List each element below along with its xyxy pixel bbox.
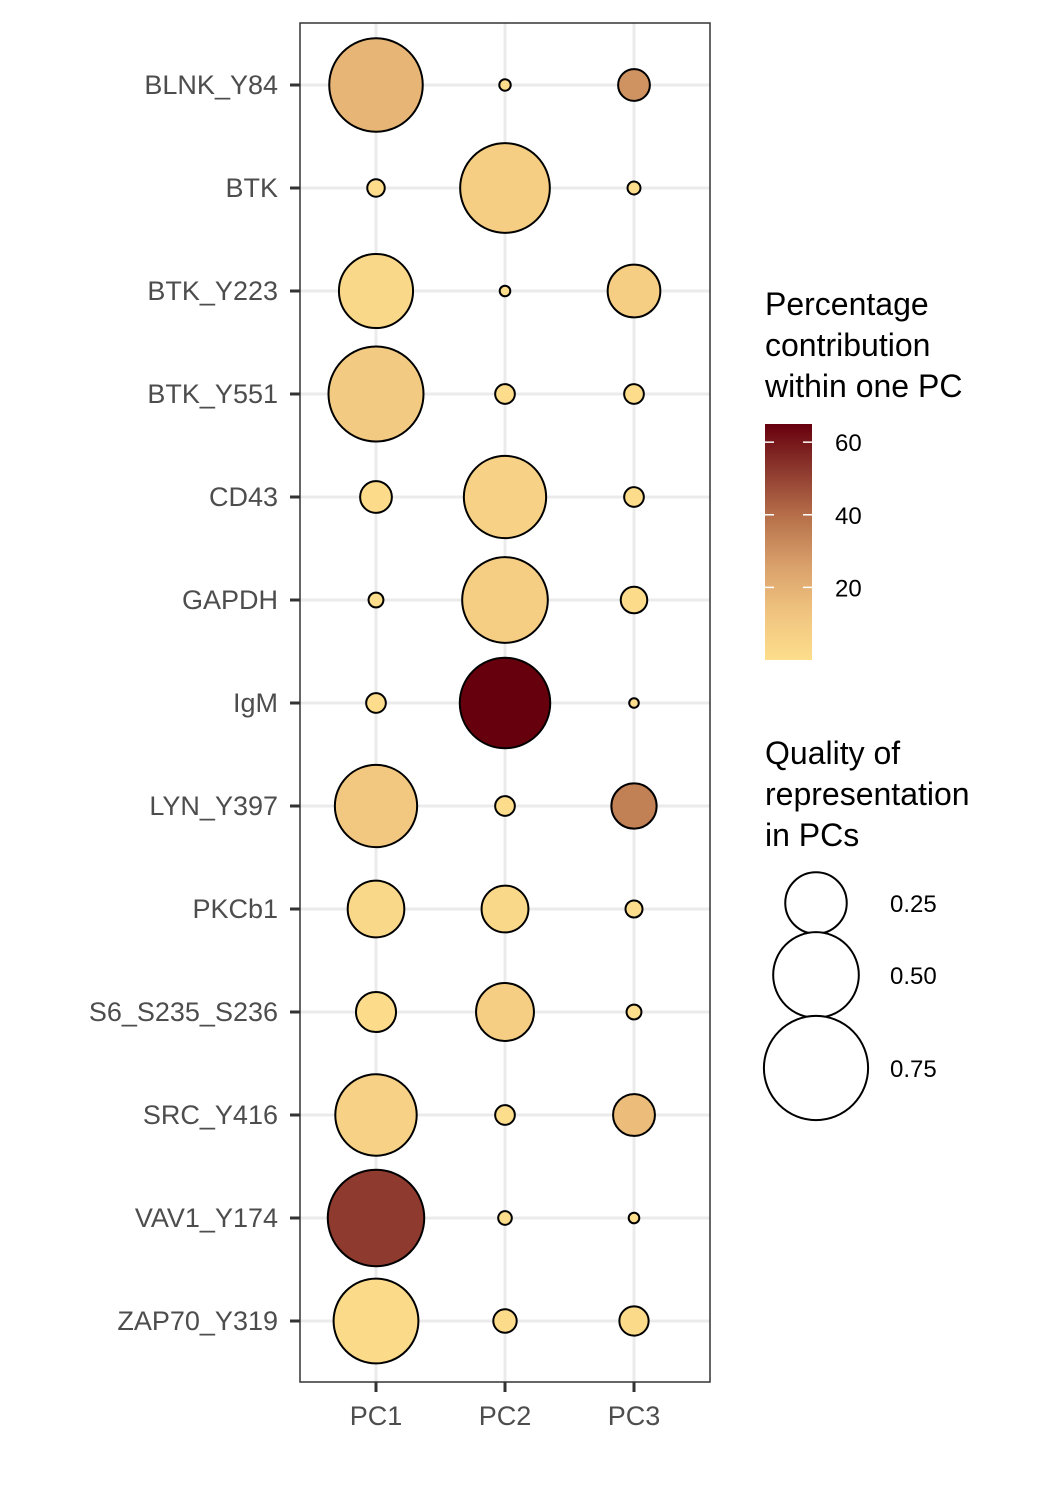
y-tick-label-btk: BTK — [225, 173, 278, 203]
point-lyn-y397-pc3 — [610, 782, 658, 830]
y-tick-label-blnk-y84: BLNK_Y84 — [144, 70, 278, 100]
size-legend-title-line-2: representation — [765, 776, 970, 812]
point-btk-y551-pc3 — [623, 383, 645, 405]
point-btk-pc2 — [459, 142, 551, 234]
x-tick-label-pc1: PC1 — [350, 1401, 403, 1431]
size-key-label-0-75: 0.75 — [890, 1056, 937, 1083]
y-tick-label-zap70-y319: ZAP70_Y319 — [117, 1306, 278, 1336]
y-tick-label-s6-s235-s236: S6_S235_S236 — [89, 997, 278, 1027]
point-gapdh-pc2 — [461, 556, 549, 644]
size-key-0-25 — [784, 871, 848, 935]
point-lyn-y397-pc2 — [494, 795, 516, 817]
size-legend-title-line-1: Quality of — [765, 735, 900, 771]
point-zap70-y319-pc2 — [492, 1308, 518, 1334]
point-btk-y223-pc3 — [606, 263, 662, 319]
point-zap70-y319-pc1 — [332, 1277, 420, 1365]
point-src-y416-pc2 — [494, 1104, 516, 1126]
point-cd43-pc2 — [462, 454, 548, 540]
point-igm-pc1 — [365, 692, 387, 714]
point-s6-s235-s236-pc1 — [354, 990, 398, 1034]
size-legend: Quality of representation in PCs 0.25 0.5… — [762, 735, 970, 1122]
point-gapdh-pc1 — [367, 591, 385, 609]
color-legend: Percentage contribution within one PC 20… — [764, 286, 962, 660]
color-legend-title-line-1: Percentage — [765, 286, 929, 322]
colorbar-ticks: 20 40 60 — [765, 430, 862, 602]
x-axis: PC1 PC2 PC3 — [350, 1382, 661, 1431]
size-legend-keys: 0.25 0.50 0.75 — [762, 871, 937, 1122]
colorbar — [765, 424, 812, 660]
point-pkcb1-pc1 — [346, 879, 406, 939]
data-points — [326, 37, 662, 1365]
point-btk-y223-pc1 — [337, 252, 415, 330]
point-vav1-y174-pc2 — [497, 1210, 513, 1226]
colorbar-label-60: 60 — [835, 430, 862, 457]
point-s6-s235-s236-pc2 — [475, 982, 535, 1042]
y-tick-label-pkcb1: PKCb1 — [192, 894, 278, 924]
point-vav1-y174-pc1 — [326, 1168, 426, 1268]
color-legend-title-line-2: contribution — [765, 327, 930, 363]
colorbar-label-20: 20 — [835, 575, 862, 602]
point-btk-y223-pc2 — [498, 284, 512, 298]
point-blnk-y84-pc1 — [328, 37, 424, 133]
point-blnk-y84-pc2 — [498, 78, 512, 92]
size-key-label-0-50: 0.50 — [890, 963, 937, 990]
point-igm-pc3 — [628, 697, 640, 709]
y-tick-label-cd43: CD43 — [209, 482, 278, 512]
point-cd43-pc1 — [359, 480, 393, 514]
point-btk-pc1 — [366, 178, 386, 198]
point-pkcb1-pc2 — [480, 884, 530, 934]
point-btk-pc3 — [626, 180, 642, 196]
point-src-y416-pc3 — [612, 1093, 656, 1137]
point-igm-pc2 — [458, 656, 552, 750]
x-tick-label-pc2: PC2 — [479, 1401, 532, 1431]
size-key-label-0-25: 0.25 — [890, 891, 937, 918]
point-zap70-y319-pc3 — [618, 1305, 650, 1337]
y-tick-label-igm: IgM — [233, 688, 278, 718]
point-btk-y551-pc2 — [494, 383, 516, 405]
point-lyn-y397-pc1 — [333, 763, 419, 849]
size-key-0-75 — [762, 1014, 870, 1122]
y-tick-label-lyn-y397: LYN_Y397 — [149, 791, 278, 821]
point-pkcb1-pc3 — [624, 899, 644, 919]
color-legend-title-line-3: within one PC — [764, 368, 962, 404]
size-key-0-50 — [772, 931, 860, 1019]
point-gapdh-pc3 — [619, 585, 649, 615]
point-btk-y551-pc1 — [327, 345, 425, 443]
colorbar-label-40: 40 — [835, 503, 862, 530]
point-src-y416-pc1 — [334, 1073, 418, 1157]
y-tick-label-btk-y551: BTK_Y551 — [147, 379, 278, 409]
x-tick-label-pc3: PC3 — [608, 1401, 661, 1431]
y-tick-label-vav1-y174: VAV1_Y174 — [135, 1203, 278, 1233]
size-legend-title-line-3: in PCs — [765, 817, 859, 853]
point-vav1-y174-pc3 — [627, 1211, 641, 1225]
point-s6-s235-s236-pc3 — [625, 1003, 643, 1021]
point-cd43-pc3 — [623, 486, 645, 508]
y-axis: BLNK_Y84 BTK BTK_Y223 BTK_Y551 CD43 GAPDH IgM L… — [89, 70, 300, 1336]
y-tick-label-btk-y223: BTK_Y223 — [147, 276, 278, 306]
y-tick-label-gapdh: GAPDH — [182, 585, 278, 615]
y-tick-label-src-y416: SRC_Y416 — [143, 1100, 278, 1130]
point-blnk-y84-pc3 — [617, 68, 651, 102]
